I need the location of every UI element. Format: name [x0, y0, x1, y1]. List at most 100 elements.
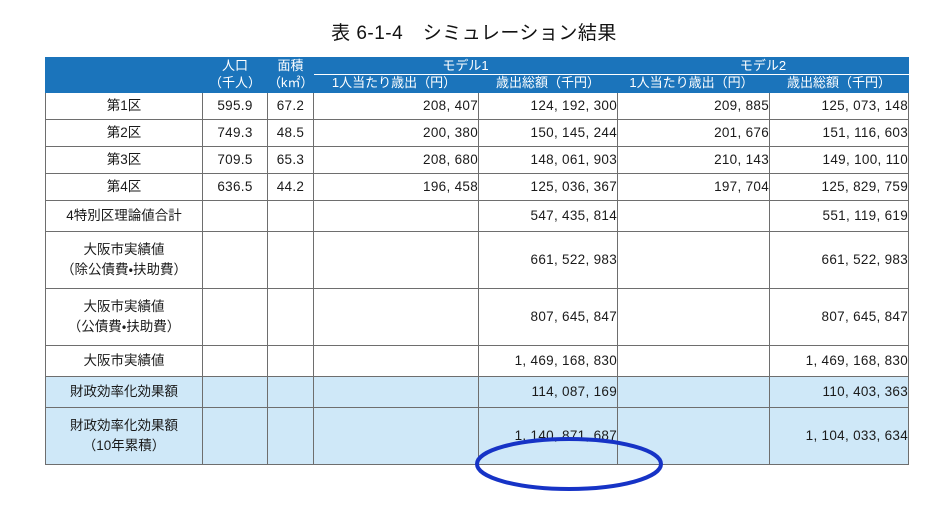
header-area-label: 面積 [277, 58, 304, 73]
row-model2-per-capita-cell: 197, 704 [617, 172, 771, 201]
row-model2-total-cell: 151, 116, 603 [769, 118, 910, 147]
row-model2-total-cell: 125, 073, 148 [769, 91, 910, 120]
row-population-cell: 595.9 [202, 91, 268, 120]
header-row-top: 人口 （千人） 面積 （k㎡） モデル1 モデル2 [45, 56, 910, 93]
row-label-cell: 大阪市実績値 [45, 344, 203, 377]
row-label-line2: （除公債費・扶助費） [60, 261, 188, 277]
table-row: 第3区 709.5 65.3 208, 680 148, 061, 903 210, 14… [45, 145, 910, 174]
row-model1-total-cell: 1, 140, 871, 687 [477, 406, 619, 465]
row-model1-per-capita-cell [313, 344, 479, 377]
table-row: 第4区 636.5 44.2 196, 458 125, 036, 367 197, 70… [45, 172, 910, 201]
row-label-cell: 第1区 [45, 91, 203, 120]
row-model2-per-capita-cell [617, 406, 771, 465]
simulation-table-container: 人口 （千人） 面積 （k㎡） モデル1 モデル2 1人当たり歳出（円） 歳出総… [45, 56, 910, 465]
table-row: 4特別区理論値合計 547, 435, 814 551, 119, 619 [45, 199, 910, 232]
row-model2-per-capita-cell: 210, 143 [617, 145, 771, 174]
row-area-cell [267, 375, 314, 408]
header-model1: モデル1 [312, 56, 619, 76]
row-model1-per-capita-cell: 208, 407 [313, 91, 479, 120]
table-row: 第1区 595.9 67.2 208, 407 124, 192, 300 209, 88… [45, 91, 910, 120]
row-population-cell [202, 230, 268, 289]
row-model1-per-capita-cell: 196, 458 [313, 172, 479, 201]
row-model1-total-cell: 114, 087, 169 [477, 375, 619, 408]
row-model1-per-capita-cell [313, 230, 479, 289]
row-model2-total-cell: 807, 645, 847 [769, 287, 910, 346]
row-area-cell [267, 199, 314, 232]
header-population-label: 人口 [221, 58, 248, 73]
row-model1-total-cell: 1, 469, 168, 830 [477, 344, 619, 377]
row-model2-per-capita-cell [617, 375, 771, 408]
table-row: 大阪市実績値 1, 469, 168, 830 1, 469, 168, 830 [45, 344, 910, 377]
row-model2-total-cell: 149, 100, 110 [769, 145, 910, 174]
header-row-sub: 1人当たり歳出（円） 歳出総額（千円） 1人当たり歳出（円） 歳出総額（千円） [46, 74, 910, 93]
header-corner-cell [45, 57, 203, 93]
row-population-cell: 709.5 [202, 145, 268, 174]
row-model2-total-cell: 125, 829, 759 [769, 172, 910, 201]
table-header: 人口 （千人） 面積 （k㎡） モデル1 モデル2 1人当たり歳出（円） 歳出総… [45, 56, 910, 93]
row-population-cell [202, 375, 268, 408]
header-model2-total: 歳出総額（千円） [769, 74, 910, 93]
row-model1-total-cell: 807, 645, 847 [477, 287, 619, 346]
row-model1-total-cell: 661, 522, 983 [477, 230, 619, 289]
row-model2-per-capita-cell [617, 344, 771, 377]
table-row: 大阪市実績値 （公債費・扶助費） 807, 645, 847 807, 645, 84… [45, 287, 910, 346]
row-model1-total-cell: 148, 061, 903 [477, 145, 619, 174]
row-label-cell: 大阪市実績値 （公債費・扶助費） [45, 287, 203, 346]
table-row: 財政効率化効果額 （10年累積） 1, 140, 871, 687 1, 104, 0… [45, 406, 910, 465]
row-label-cell: 第2区 [45, 118, 203, 147]
row-population-cell [202, 199, 268, 232]
row-model2-per-capita-cell [617, 287, 771, 346]
row-label-cell: 4特別区理論値合計 [45, 199, 203, 232]
row-model1-per-capita-cell [313, 375, 479, 408]
row-label-line2: （公債費・扶助費） [67, 318, 181, 334]
row-label-line1: 大阪市実績値 [83, 299, 165, 315]
table-row: 大阪市実績値 （除公債費・扶助費） 661, 522, 983 661, 522, 9… [45, 230, 910, 289]
row-model2-total-cell: 661, 522, 983 [769, 230, 910, 289]
table-body: 第1区 595.9 67.2 208, 407 124, 192, 300 209, 88… [45, 91, 910, 465]
row-population-cell [202, 406, 268, 465]
row-model1-per-capita-cell [313, 199, 479, 232]
row-area-cell: 65.3 [267, 145, 314, 174]
header-population: 人口 （千人） [202, 57, 268, 93]
row-population-cell [202, 344, 268, 377]
row-label-cell: 財政効率化効果額 （10年累積） [45, 406, 203, 465]
row-model2-total-cell: 551, 119, 619 [769, 199, 910, 232]
header-population-unit: （千人） [208, 74, 261, 90]
row-model2-per-capita-cell: 201, 676 [617, 118, 771, 147]
row-area-cell [267, 406, 314, 465]
row-model2-per-capita-cell [617, 230, 771, 289]
table-row: 財政効率化効果額 114, 087, 169 110, 403, 363 [45, 375, 910, 408]
row-area-cell: 67.2 [267, 91, 314, 120]
header-model1-per-capita-text: 1人当たり歳出（円） [331, 75, 457, 91]
row-area-cell [267, 230, 314, 289]
row-population-cell: 749.3 [202, 118, 268, 147]
row-area-cell [267, 287, 314, 346]
row-model1-per-capita-cell: 200, 380 [313, 118, 479, 147]
header-model2-per-capita-text: 1人当たり歳出（円） [629, 75, 754, 91]
table-row: 第2区 749.3 48.5 200, 380 150, 145, 244 201, 67… [45, 118, 910, 147]
header-model2: モデル2 [617, 56, 910, 76]
header-model1-per-capita: 1人当たり歳出（円） [313, 74, 479, 93]
header-model1-total: 歳出総額（千円） [477, 74, 619, 93]
row-model2-total-cell: 1, 104, 033, 634 [769, 406, 910, 465]
header-model2-per-capita: 1人当たり歳出（円） [617, 74, 771, 93]
row-population-cell [202, 287, 268, 346]
row-area-cell: 44.2 [267, 172, 314, 201]
row-model1-total-cell: 150, 145, 244 [477, 118, 619, 147]
row-population-cell: 636.5 [202, 172, 268, 201]
row-model2-per-capita-cell [617, 199, 771, 232]
page-title: 表 6-1-4 シミュレーション結果 [331, 23, 617, 44]
row-area-cell [267, 344, 314, 377]
row-label-line1: 大阪市実績値 [83, 242, 165, 258]
simulation-results-table: 人口 （千人） 面積 （k㎡） モデル1 モデル2 1人当たり歳出（円） 歳出総… [45, 56, 910, 465]
row-label-line2: （10年累積） [82, 437, 166, 453]
row-model1-total-cell: 125, 036, 367 [477, 172, 619, 201]
row-model1-per-capita-cell [313, 287, 479, 346]
header-area: 面積 （k㎡） [267, 57, 314, 93]
row-label-cell: 財政効率化効果額 [45, 375, 203, 408]
header-area-unit: （k㎡） [268, 74, 314, 90]
row-model1-per-capita-cell [313, 406, 479, 465]
row-model1-per-capita-cell: 208, 680 [313, 145, 479, 174]
row-model2-total-cell: 110, 403, 363 [769, 375, 910, 408]
